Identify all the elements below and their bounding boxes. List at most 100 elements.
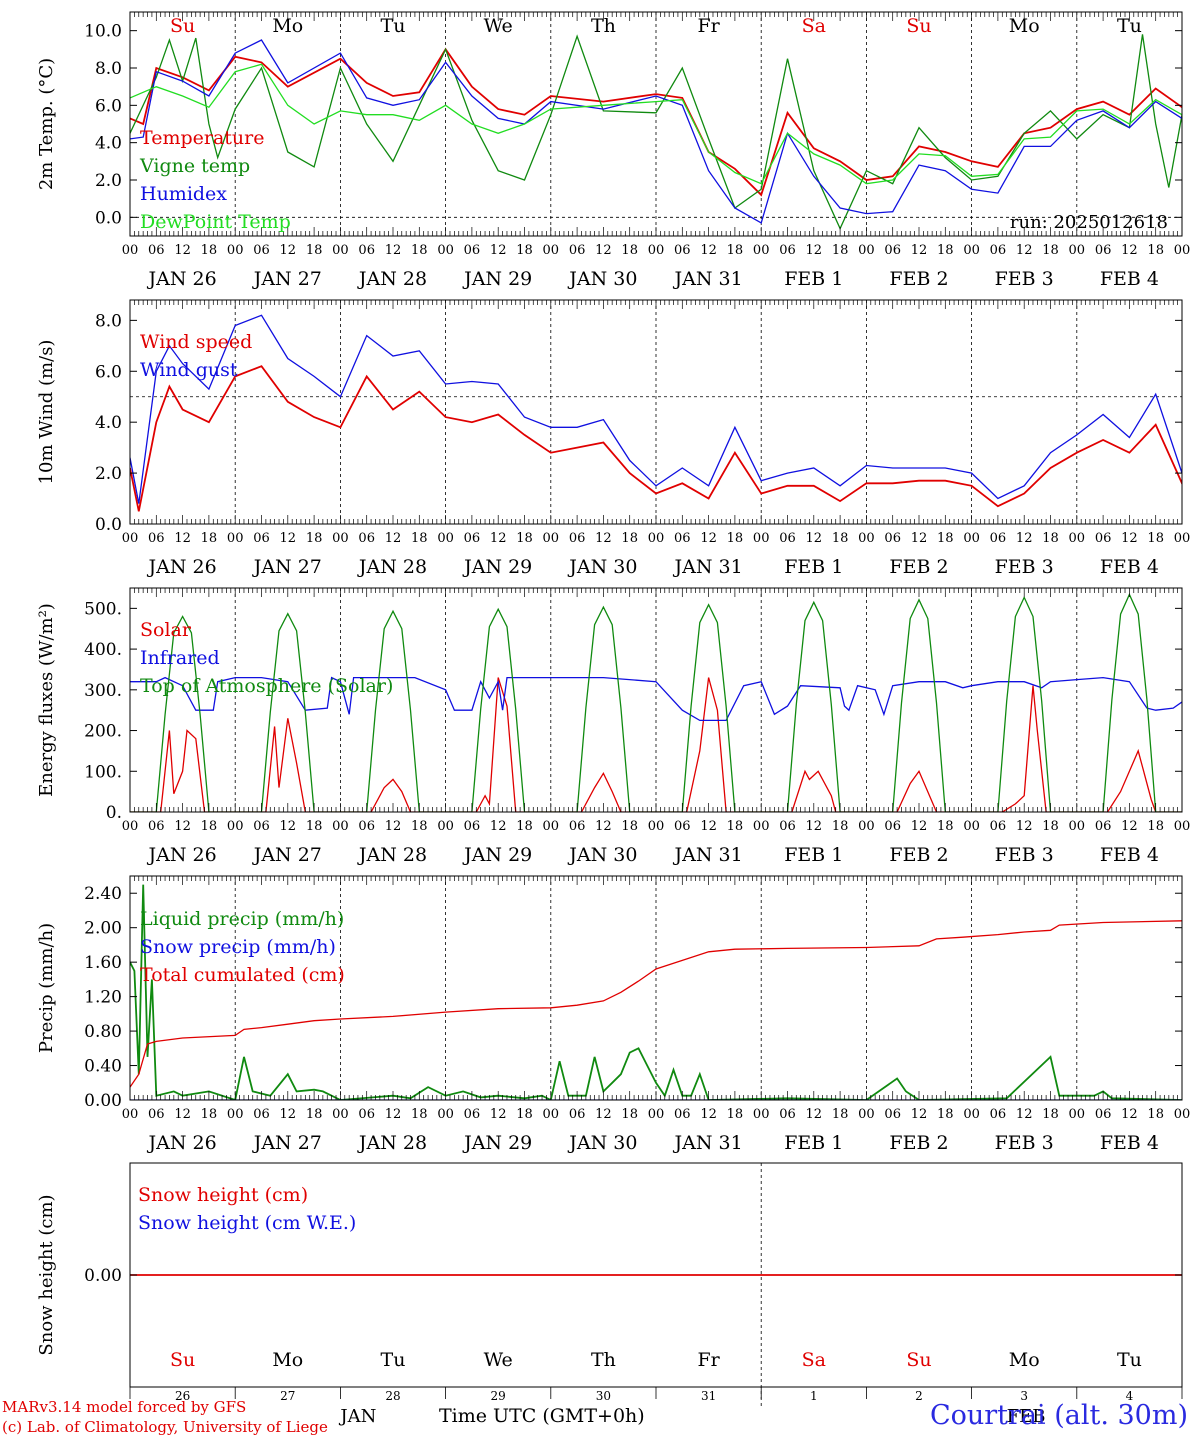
precip-ytick-label: 1.60 bbox=[84, 953, 122, 973]
energy-hour-label: 18 bbox=[727, 819, 744, 834]
temp-weekday-label: Sa bbox=[802, 15, 826, 37]
energy-legend-2: Top of Atmosphere (Solar) bbox=[140, 675, 393, 697]
energy-legend-0: Solar bbox=[140, 619, 192, 641]
wind-hour-label: 18 bbox=[411, 531, 428, 546]
energy-hour-label: 06 bbox=[148, 819, 165, 834]
precip-hour-label: 12 bbox=[595, 1107, 612, 1122]
energy-series-2-line bbox=[130, 592, 1182, 812]
temp-date-label: JAN 26 bbox=[147, 268, 217, 290]
temp-date-label: JAN 27 bbox=[252, 268, 322, 290]
precip-legend-0: Liquid precip (mm/h) bbox=[140, 908, 344, 930]
wind-frame bbox=[129, 299, 1183, 525]
precip-hour-label: 00 bbox=[648, 1107, 665, 1122]
temp-ytick-label: 6.0 bbox=[95, 96, 122, 116]
temp-weekday-label: Su bbox=[170, 15, 195, 37]
precip-hour-label: 00 bbox=[1069, 1107, 1086, 1122]
precip-ylabel: Precip (mm/h) bbox=[36, 923, 57, 1053]
snow-weekday-label: We bbox=[484, 1349, 513, 1371]
wind-ytick-label: 6.0 bbox=[95, 362, 122, 382]
temp-date-label: FEB 1 bbox=[784, 268, 843, 290]
wind-hour-label: 00 bbox=[1174, 531, 1191, 546]
energy-hour-label: 00 bbox=[437, 819, 454, 834]
temp-hour-label: 18 bbox=[832, 243, 849, 258]
energy-hour-label: 12 bbox=[490, 819, 507, 834]
wind-date-label: JAN 26 bbox=[147, 556, 217, 578]
wind-ytick-label: 0.0 bbox=[95, 515, 122, 535]
wind-hour-label: 06 bbox=[990, 531, 1007, 546]
snow-weekday-label: Tu bbox=[1117, 1349, 1142, 1371]
energy-ytick-label: 500. bbox=[84, 599, 122, 619]
wind-hour-label: 00 bbox=[227, 531, 244, 546]
precip-hour-label: 18 bbox=[306, 1107, 323, 1122]
precip-hour-label: 12 bbox=[1121, 1107, 1138, 1122]
temp-hour-label: 00 bbox=[332, 243, 349, 258]
energy-series-0-line bbox=[130, 677, 1182, 812]
precip-date-label: FEB 4 bbox=[1100, 1132, 1159, 1154]
energy-hour-label: 12 bbox=[1121, 819, 1138, 834]
energy-hour-label: 06 bbox=[253, 819, 270, 834]
wind-ytick-label: 8.0 bbox=[95, 311, 122, 331]
temp-hour-label: 18 bbox=[937, 243, 954, 258]
wind-hour-label: 12 bbox=[280, 531, 297, 546]
energy-hour-label: 12 bbox=[595, 819, 612, 834]
precip-hour-label: 06 bbox=[674, 1107, 691, 1122]
temp-ytick-label: 4.0 bbox=[95, 134, 122, 154]
wind-legend-1: Wind gust bbox=[140, 359, 238, 381]
precip-date-label: JAN 28 bbox=[357, 1132, 427, 1154]
wind-ylabel: 10m Wind (m/s) bbox=[36, 340, 57, 485]
wind-hour-label: 18 bbox=[1147, 531, 1164, 546]
energy-date-label: JAN 28 bbox=[357, 844, 427, 866]
energy-hour-label: 06 bbox=[464, 819, 481, 834]
wind-hour-label: 18 bbox=[727, 531, 744, 546]
precip-legend-2: Total cumulated (cm) bbox=[140, 964, 345, 986]
precip-date-label: FEB 3 bbox=[995, 1132, 1054, 1154]
precip-date-label: JAN 30 bbox=[567, 1132, 637, 1154]
precip-date-label: FEB 2 bbox=[889, 1132, 948, 1154]
snow-day-number: 1 bbox=[810, 1389, 818, 1403]
temp-hour-label: 12 bbox=[280, 243, 297, 258]
snow-weekday-label: Sa bbox=[802, 1349, 826, 1371]
precip-hour-label: 06 bbox=[148, 1107, 165, 1122]
energy-hour-label: 18 bbox=[832, 819, 849, 834]
wind-hour-label: 06 bbox=[464, 531, 481, 546]
snow-day-number: 28 bbox=[385, 1389, 400, 1403]
temp-hour-label: 12 bbox=[1016, 243, 1033, 258]
precip-hour-label: 00 bbox=[543, 1107, 560, 1122]
precip-date-label: JAN 31 bbox=[673, 1132, 743, 1154]
energy-hour-label: 12 bbox=[911, 819, 928, 834]
energy-frame bbox=[129, 587, 1183, 813]
wind-hour-label: 00 bbox=[963, 531, 980, 546]
wind-hour-label: 06 bbox=[253, 531, 270, 546]
wind-hour-label: 06 bbox=[148, 531, 165, 546]
precip-ytick-label: 0.00 bbox=[84, 1091, 122, 1111]
wind-hour-label: 12 bbox=[174, 531, 191, 546]
wind-hour-label: 06 bbox=[1095, 531, 1112, 546]
energy-ytick-label: 400. bbox=[84, 640, 122, 660]
temp-hour-label: 00 bbox=[543, 243, 560, 258]
precip-hour-label: 00 bbox=[963, 1107, 980, 1122]
snow-day-number: 26 bbox=[175, 1389, 190, 1403]
wind-hour-label: 06 bbox=[358, 531, 375, 546]
wind-hour-label: 00 bbox=[437, 531, 454, 546]
precip-hour-label: 06 bbox=[990, 1107, 1007, 1122]
wind-hour-label: 12 bbox=[1016, 531, 1033, 546]
temp-hour-label: 06 bbox=[253, 243, 270, 258]
energy-ylabel: Energy fluxes (W/m²) bbox=[36, 603, 57, 797]
snow-day-number: 27 bbox=[280, 1389, 295, 1403]
wind-ytick-label: 4.0 bbox=[95, 413, 122, 433]
precip-hour-label: 12 bbox=[911, 1107, 928, 1122]
energy-hour-label: 06 bbox=[1095, 819, 1112, 834]
energy-series-1-line bbox=[130, 676, 1182, 722]
wind-date-label: JAN 27 bbox=[252, 556, 322, 578]
wind-hour-label: 18 bbox=[832, 531, 849, 546]
wind-date-label: JAN 30 bbox=[567, 556, 637, 578]
energy-ytick-label: 200. bbox=[84, 722, 122, 742]
temp-hour-label: 00 bbox=[648, 243, 665, 258]
temp-hour-label: 18 bbox=[201, 243, 218, 258]
temp-ytick-label: 10.0 bbox=[84, 22, 122, 42]
precip-legend-1: Snow precip (mm/h) bbox=[140, 936, 336, 958]
energy-hour-label: 12 bbox=[1016, 819, 1033, 834]
temp-hour-label: 06 bbox=[990, 243, 1007, 258]
month-label-jan: JAN bbox=[338, 1406, 376, 1427]
